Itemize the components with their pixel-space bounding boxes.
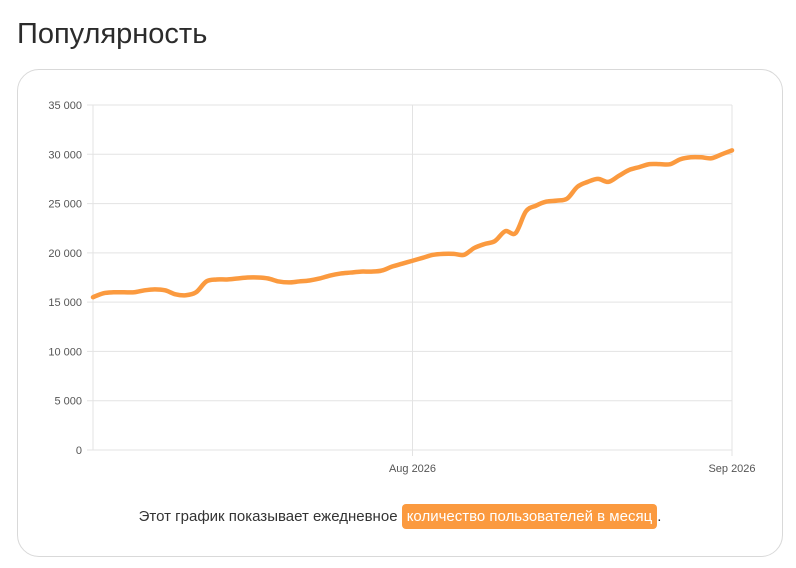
data-point xyxy=(535,204,537,207)
data-point xyxy=(267,277,269,280)
data-point xyxy=(422,257,424,259)
data-point xyxy=(308,279,311,282)
y-tick-label: 35 000 xyxy=(48,100,82,112)
data-point xyxy=(246,276,249,279)
data-point xyxy=(566,198,568,200)
data-point xyxy=(690,156,692,158)
data-point xyxy=(710,157,712,159)
data-point xyxy=(236,277,238,280)
chart-card: 0 5 000 10 000 15 000 20 000 25 000 30 000 35 0… xyxy=(17,69,783,557)
data-point xyxy=(154,288,156,290)
data-point xyxy=(185,294,187,296)
y-tick-label: 25 000 xyxy=(48,199,82,211)
y-tick-label: 5 000 xyxy=(54,396,82,408)
data-point xyxy=(102,292,104,294)
caption-highlight: количество пользователей в месяц xyxy=(401,504,658,529)
y-tick-label: 0 xyxy=(76,445,82,457)
data-point xyxy=(442,253,445,255)
data-point xyxy=(380,270,383,272)
data-point xyxy=(226,278,228,281)
data-point xyxy=(721,153,723,155)
data-point xyxy=(123,291,125,293)
data-point xyxy=(731,149,733,151)
data-point xyxy=(648,163,651,165)
data-point xyxy=(514,232,517,234)
data-point xyxy=(143,289,146,291)
y-axis-ticks: 0 5 000 10 000 15 000 20 000 25 000 30 000 35 0… xyxy=(48,100,82,457)
data-point xyxy=(329,274,331,277)
data-point xyxy=(504,230,506,232)
y-tick-label: 20 000 xyxy=(48,248,82,260)
data-point xyxy=(133,291,135,293)
data-point xyxy=(216,278,218,281)
data-point xyxy=(679,158,682,160)
data-point xyxy=(164,289,166,291)
caption-suffix: . xyxy=(657,508,662,525)
data-point xyxy=(339,272,341,275)
data-point xyxy=(360,270,362,273)
series-layer xyxy=(90,148,735,300)
data-point xyxy=(277,280,280,283)
x-axis-ticks: Aug 2026 Sep 2026 xyxy=(389,463,756,475)
data-point xyxy=(638,166,640,168)
page-title: Популярность xyxy=(17,18,208,50)
popularity-chart: 0 5 000 10 000 15 000 20 000 25 000 30 000 35 0… xyxy=(48,100,756,475)
chart-caption: Этот график показывает ежедневное количе… xyxy=(18,504,782,529)
data-point xyxy=(174,293,177,295)
data-point xyxy=(659,163,661,165)
caption-prefix: Этот график показывает ежедневное xyxy=(138,508,402,525)
data-point xyxy=(597,178,599,180)
data-point xyxy=(370,270,372,273)
data-point xyxy=(669,163,671,165)
data-point xyxy=(350,271,352,274)
data-point xyxy=(453,253,455,255)
data-point xyxy=(494,240,496,242)
data-point xyxy=(195,291,197,293)
data-point xyxy=(576,186,579,188)
data-point xyxy=(525,210,527,213)
data-point xyxy=(411,260,414,262)
x-tick-label: Sep 2026 xyxy=(708,463,755,475)
data-point xyxy=(618,175,620,177)
data-point xyxy=(391,266,393,268)
data-point xyxy=(463,254,465,256)
data-point xyxy=(298,280,300,283)
data-point xyxy=(628,169,630,171)
grid-lines xyxy=(87,104,733,456)
data-point xyxy=(700,156,702,158)
data-point xyxy=(205,280,207,283)
y-tick-label: 30 000 xyxy=(48,149,82,161)
data-point xyxy=(587,181,589,183)
data-point xyxy=(319,277,321,280)
data-point xyxy=(401,263,403,265)
data-point xyxy=(288,281,290,284)
x-tick-label: Aug 2026 xyxy=(389,463,436,475)
data-point xyxy=(113,291,115,293)
data-point xyxy=(556,200,558,202)
data-point xyxy=(484,243,486,245)
data-point xyxy=(545,201,548,203)
data-point xyxy=(473,247,475,249)
y-tick-label: 10 000 xyxy=(48,346,82,358)
data-point xyxy=(432,254,434,256)
y-tick-label: 15 000 xyxy=(48,297,82,309)
data-point xyxy=(607,181,609,183)
data-point xyxy=(92,296,94,298)
data-point xyxy=(257,276,259,279)
